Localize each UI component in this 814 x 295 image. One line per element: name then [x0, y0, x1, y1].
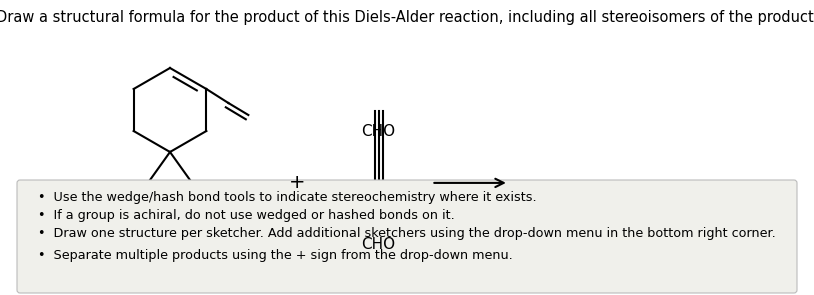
- Text: •  Separate multiple products using the + sign from the drop-down menu.: • Separate multiple products using the +…: [38, 250, 513, 263]
- Text: +: +: [289, 173, 305, 192]
- Text: CHO: CHO: [361, 237, 396, 252]
- Text: •  If a group is achiral, do not use wedged or hashed bonds on it.: • If a group is achiral, do not use wedg…: [38, 209, 455, 222]
- Text: •  Draw one structure per sketcher. Add additional sketchers using the drop-down: • Draw one structure per sketcher. Add a…: [38, 227, 776, 240]
- Text: Draw a structural formula for the product of this Diels-Alder reaction, includin: Draw a structural formula for the produc…: [0, 10, 814, 25]
- FancyBboxPatch shape: [17, 180, 797, 293]
- Text: CHO: CHO: [361, 124, 396, 139]
- Text: •  Use the wedge/hash bond tools to indicate stereochemistry where it exists.: • Use the wedge/hash bond tools to indic…: [38, 191, 536, 204]
